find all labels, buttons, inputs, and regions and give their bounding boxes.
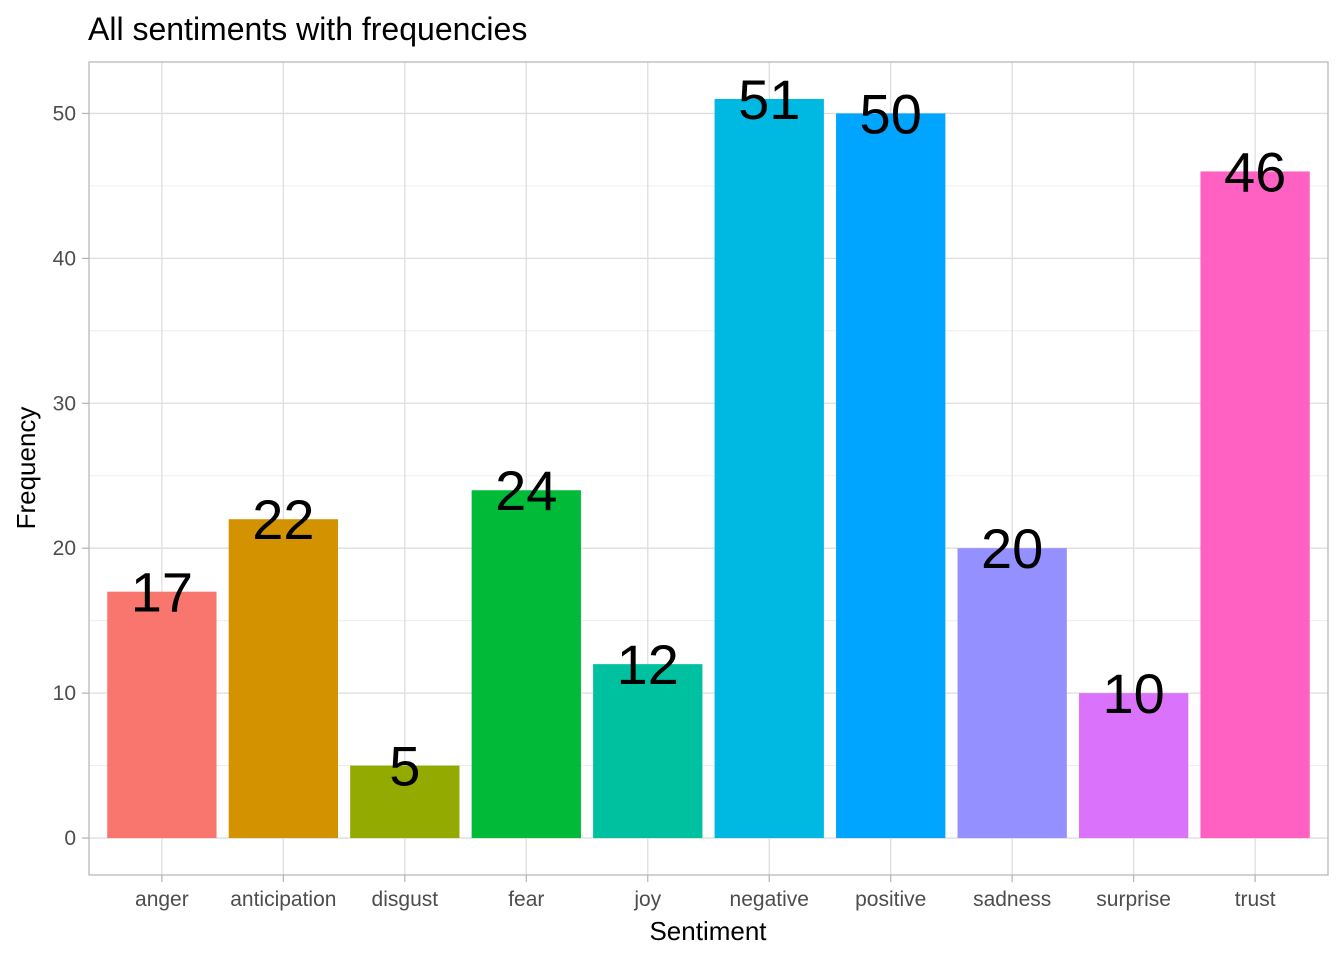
y-tick-label: 0 [64, 827, 76, 850]
bar-anger [107, 591, 217, 839]
x-tick-label: fear [508, 888, 544, 911]
x-tick-label: anger [135, 888, 189, 911]
data-labels: 17 22 5 24 12 51 50 20 10 46 [131, 68, 1287, 798]
data-label-joy: 12 [617, 633, 679, 696]
x-tick-label: anticipation [230, 888, 336, 911]
bar-anticipation [228, 519, 339, 839]
data-label-anticipation: 22 [252, 488, 314, 551]
x-tick-label: trust [1235, 888, 1276, 911]
x-axis-ticks: anger anticipation disgust fear joy negative p… [135, 875, 1276, 911]
x-tick-label: sadness [973, 888, 1051, 911]
x-tick-label: surprise [1096, 888, 1171, 911]
x-tick-label: joy [633, 888, 661, 911]
data-label-positive: 50 [860, 82, 922, 145]
plot-border [88, 61, 1329, 876]
bars [107, 98, 1310, 839]
bar-joy [593, 664, 703, 839]
bar-negative [714, 98, 824, 839]
bar-disgust [350, 765, 460, 839]
bar-fear [471, 490, 581, 839]
y-tick-label: 30 [53, 392, 76, 415]
y-axis-title: Frequency [11, 407, 41, 530]
y-tick-label: 40 [53, 247, 76, 270]
bar-sadness [957, 548, 1067, 839]
x-tick-label: positive [855, 888, 926, 911]
y-axis-ticks: 0 10 20 30 40 50 [53, 102, 89, 850]
y-tick-label: 10 [53, 682, 76, 705]
y-tick-label: 50 [53, 102, 76, 125]
bar-trust [1200, 171, 1310, 839]
data-label-disgust: 5 [389, 735, 420, 798]
bar-positive [836, 113, 946, 839]
data-label-surprise: 10 [1102, 662, 1164, 725]
data-label-fear: 24 [495, 459, 557, 522]
data-label-trust: 46 [1224, 140, 1286, 203]
chart-title: All sentiments with frequencies [88, 11, 527, 47]
x-tick-label: disgust [372, 888, 439, 911]
data-label-negative: 51 [738, 68, 800, 131]
x-axis-title: Sentiment [649, 916, 767, 946]
data-label-sadness: 20 [981, 517, 1043, 580]
bar-surprise [1078, 693, 1189, 839]
y-tick-label: 20 [53, 537, 76, 560]
data-label-anger: 17 [131, 561, 193, 624]
x-tick-label: negative [730, 888, 809, 911]
